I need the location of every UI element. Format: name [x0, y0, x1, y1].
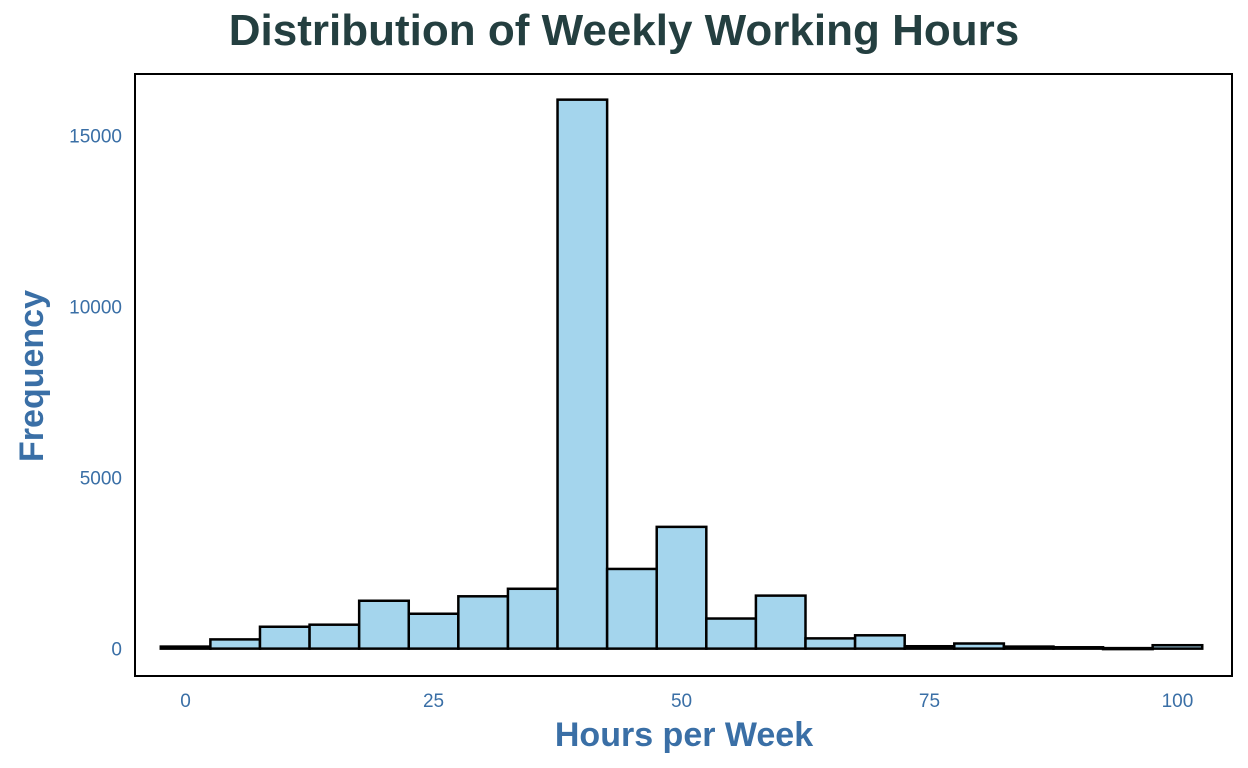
histogram-bar-10 — [655, 525, 708, 650]
y-tick-label: 15000 — [69, 127, 122, 148]
histogram-bar-3 — [308, 623, 361, 650]
plot-frame — [134, 73, 1233, 677]
histogram-bar-13 — [804, 637, 857, 650]
bars-group — [159, 98, 1204, 651]
histogram-bar-4 — [357, 599, 411, 650]
histogram-bar-2 — [258, 625, 311, 650]
histogram-bar-9 — [605, 567, 658, 650]
y-tick-label: 10000 — [69, 298, 122, 319]
y-axis-title: Frequency — [13, 290, 51, 462]
x-tick-label: 25 — [423, 691, 444, 712]
y-tick-label: 0 — [111, 640, 122, 661]
histogram-bar-8 — [556, 98, 609, 650]
x-axis-title: Hours per Week — [555, 716, 813, 754]
histogram-bar-14 — [853, 634, 906, 650]
histogram-bar-12 — [754, 594, 807, 650]
histogram-bar-19 — [1101, 646, 1154, 651]
x-tick-label: 50 — [671, 691, 692, 712]
y-tick-labels: 0 5000 10000 15000 — [69, 127, 122, 661]
histogram-bar-11 — [705, 617, 758, 650]
x-tick-label: 75 — [919, 691, 940, 712]
x-tick-label: 0 — [180, 691, 191, 712]
x-tick-labels: 0 25 50 75 100 — [180, 691, 1193, 712]
histogram-bar-15 — [903, 644, 956, 650]
histogram-bar-1 — [209, 638, 262, 650]
chart-title: Distribution of Weekly Working Hours — [228, 6, 1020, 55]
histogram-bar-6 — [457, 595, 510, 650]
histogram-bar-16 — [953, 642, 1006, 650]
histogram-bar-18 — [1052, 646, 1105, 650]
histogram-bar-7 — [506, 587, 559, 650]
y-tick-label: 5000 — [80, 469, 122, 490]
histogram-bar-0 — [159, 645, 212, 650]
histogram-bar-17 — [1002, 645, 1055, 650]
x-tick-label: 100 — [1162, 691, 1194, 712]
histogram-bar-20 — [1151, 643, 1204, 650]
histogram-bar-5 — [407, 612, 460, 650]
